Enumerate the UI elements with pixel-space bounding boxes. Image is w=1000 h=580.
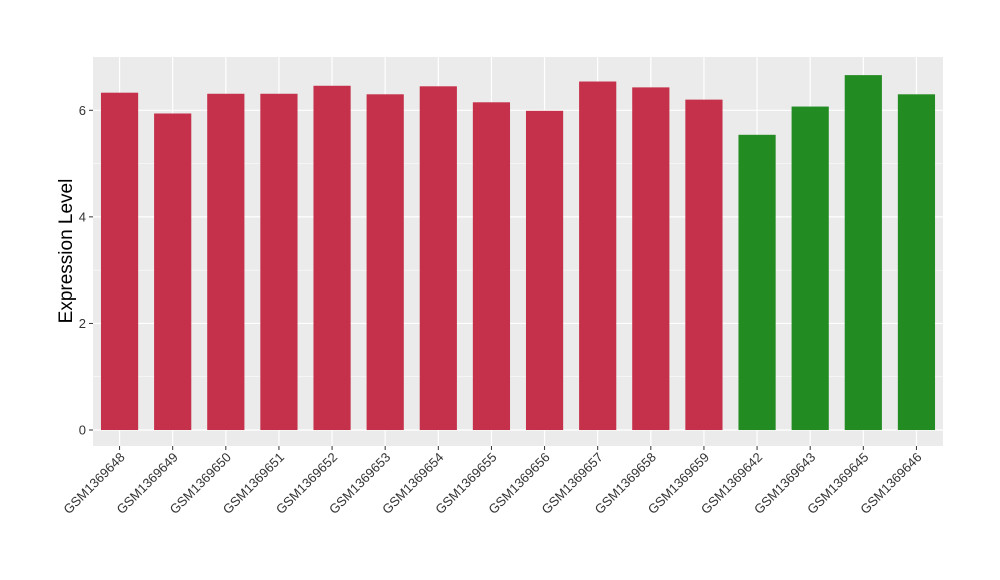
bar-GSM1369655: [472, 102, 511, 431]
bar-GSM1369651: [260, 93, 298, 431]
bar-GSM1369657: [579, 81, 617, 431]
bars: [100, 75, 936, 431]
x-axis: GSM1369648GSM1369649GSM1369650GSM1369651…: [60, 446, 925, 517]
bar-GSM1369652: [313, 85, 351, 431]
y-axis: 0 2 4 6: [79, 103, 93, 438]
bar-GSM1369658: [632, 87, 670, 431]
bar-GSM1369654: [419, 86, 457, 431]
y-tick-label: 2: [79, 316, 86, 331]
bar-GSM1369648: [100, 92, 139, 431]
bar-GSM1369653: [366, 94, 404, 431]
bar-GSM1369656: [525, 110, 564, 431]
y-tick-label: 6: [79, 103, 86, 118]
bar-GSM1369646: [897, 94, 936, 431]
bar-GSM1369643: [791, 106, 829, 431]
bar-GSM1369642: [738, 134, 776, 431]
y-tick-label: 0: [79, 423, 86, 438]
y-tick-label: 4: [79, 209, 86, 224]
bar-GSM1369645: [844, 75, 882, 431]
bar-GSM1369649: [154, 113, 192, 431]
bar-GSM1369650: [207, 93, 245, 431]
bar-GSM1369659: [685, 99, 723, 431]
y-axis-title: Expression Level: [56, 179, 77, 324]
